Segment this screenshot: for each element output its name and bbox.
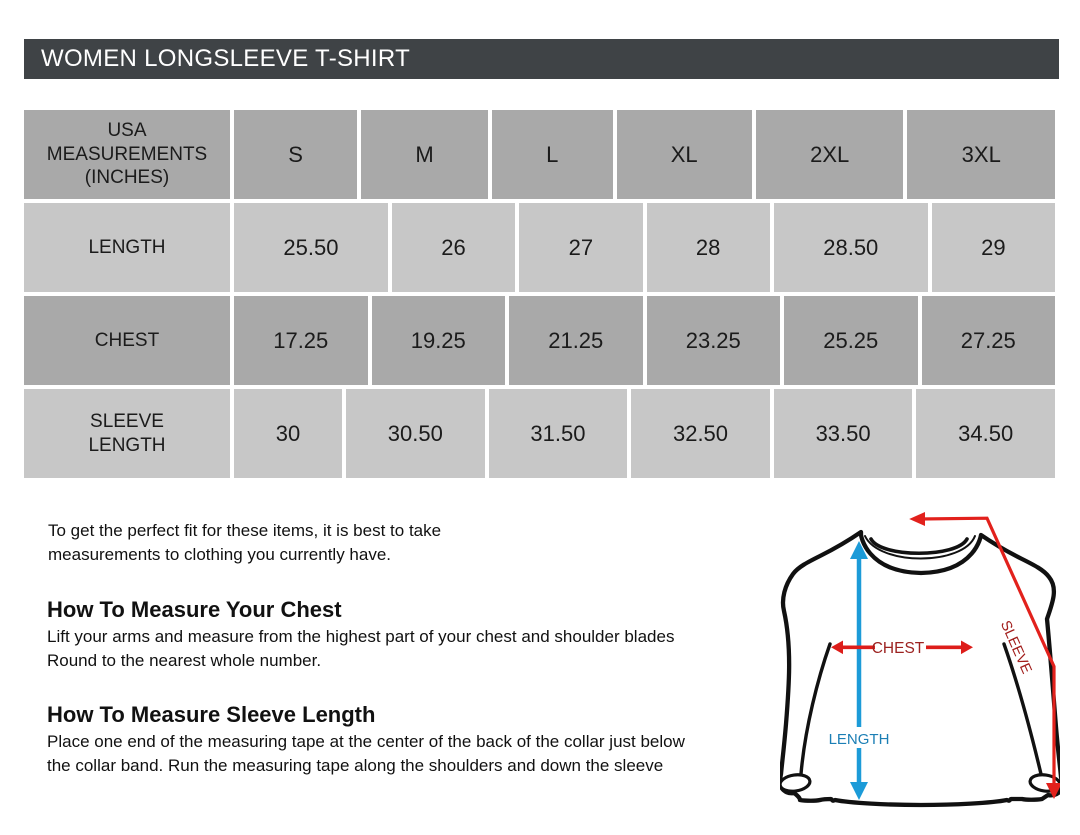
svg-text:CHEST: CHEST xyxy=(872,640,925,657)
svg-text:LENGTH: LENGTH xyxy=(829,731,890,748)
